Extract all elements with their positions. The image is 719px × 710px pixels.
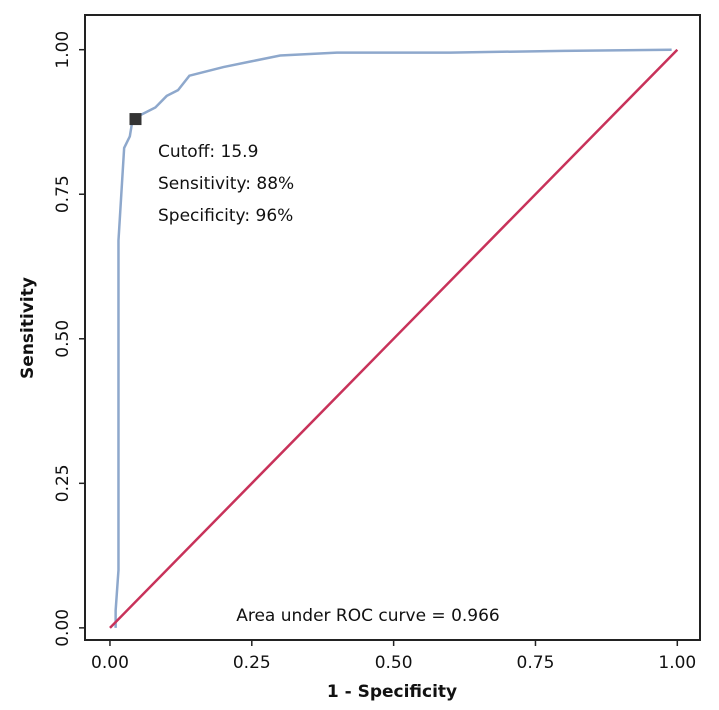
series-line bbox=[109, 48, 679, 629]
x-axis-label: 1 - Specificity bbox=[327, 682, 457, 702]
annotation: Cutoff: 15.9 bbox=[158, 142, 258, 162]
x-tick-label: 1.00 bbox=[658, 653, 696, 673]
x-tick-label: 0.75 bbox=[517, 653, 555, 673]
y-axis-label: Sensitivity bbox=[18, 277, 38, 379]
y-tick-label: 0.00 bbox=[53, 609, 73, 647]
y-tick-label: 0.75 bbox=[53, 175, 73, 213]
x-tick-label: 0.00 bbox=[91, 653, 129, 673]
x-tick-label: 0.50 bbox=[375, 653, 413, 673]
y-tick-label: 0.25 bbox=[53, 464, 73, 502]
y-tick-label: 0.50 bbox=[53, 320, 73, 358]
series-line bbox=[114, 48, 672, 628]
auc-label: Area under ROC curve = 0.966 bbox=[236, 606, 500, 626]
x-tick-label: 0.25 bbox=[233, 653, 271, 673]
cutoff-marker bbox=[129, 113, 142, 126]
y-tick-label: 1.00 bbox=[53, 31, 73, 69]
plot-frame bbox=[84, 14, 701, 641]
annotation: Sensitivity: 88% bbox=[158, 174, 294, 194]
annotation: Specificity: 96% bbox=[158, 206, 293, 226]
